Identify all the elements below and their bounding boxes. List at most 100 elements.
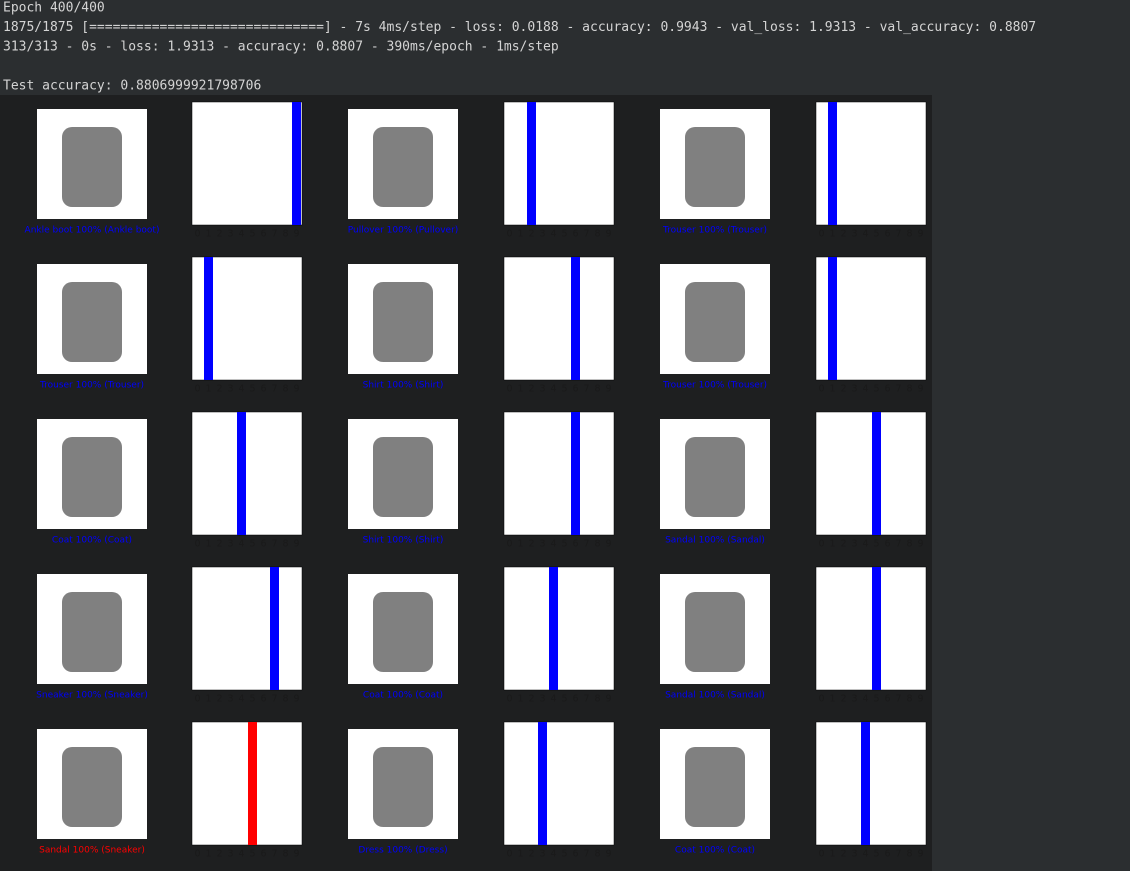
x-tick-label: 5	[249, 229, 255, 240]
x-tick-label: 3	[539, 229, 545, 240]
x-tick-label: 3	[227, 694, 233, 705]
chart-frame	[503, 101, 615, 226]
image-caption: Sneaker 100% (Sneaker)	[36, 691, 148, 701]
chart-frame	[191, 411, 303, 536]
x-tick-label: 2	[216, 384, 222, 395]
x-tick-label: 2	[528, 384, 534, 395]
x-tick-label: 7	[271, 539, 277, 550]
x-tick-label: 1	[517, 229, 523, 240]
x-tick-label: 7	[583, 849, 589, 860]
chart-frame	[191, 721, 303, 846]
image-caption: Coat 100% (Coat)	[675, 846, 755, 856]
image-item	[685, 747, 745, 827]
bar	[292, 102, 301, 225]
x-tick-label: 9	[917, 539, 923, 550]
image-item	[685, 592, 745, 672]
x-tick-label: 0	[818, 849, 824, 860]
x-tick-label: 0	[818, 694, 824, 705]
bar	[872, 412, 881, 535]
x-tick-label: 8	[282, 694, 288, 705]
bar	[527, 102, 536, 225]
x-tick-label: 4	[238, 384, 244, 395]
x-tick-label: 2	[216, 229, 222, 240]
x-tick-label: 6	[884, 849, 890, 860]
image-item	[373, 592, 433, 672]
x-tick-label: 4	[238, 539, 244, 550]
x-tick-label: 1	[205, 539, 211, 550]
x-tick-label: 3	[227, 229, 233, 240]
x-tick-label: 1	[829, 849, 835, 860]
x-tick-label: 8	[282, 384, 288, 395]
x-tick-label: 4	[862, 539, 868, 550]
x-tick-label: 5	[561, 849, 567, 860]
log-line: Epoch 400/400	[3, 1, 105, 16]
x-tick-label: 9	[917, 849, 923, 860]
x-tick-label: 1	[517, 849, 523, 860]
x-tick-label: 7	[895, 229, 901, 240]
x-tick-label: 0	[194, 384, 200, 395]
x-tick-label: 1	[205, 229, 211, 240]
x-tick-label: 7	[583, 694, 589, 705]
x-tick-label: 4	[550, 539, 556, 550]
image-caption: Sandal 100% (Sneaker)	[39, 846, 145, 856]
x-tick-label: 7	[895, 384, 901, 395]
bar	[872, 567, 881, 690]
x-tick-label: 0	[818, 384, 824, 395]
x-tick-label: 3	[539, 384, 545, 395]
x-tick-label: 7	[271, 694, 277, 705]
x-tick-label: 6	[260, 229, 266, 240]
x-tick-label: 4	[550, 229, 556, 240]
x-tick-label: 5	[249, 539, 255, 550]
x-tick-label: 9	[293, 694, 299, 705]
chart-frame	[503, 721, 615, 846]
image-caption: Trouser 100% (Trouser)	[39, 381, 144, 391]
x-tick-label: 6	[572, 539, 578, 550]
x-tick-label: 3	[539, 849, 545, 860]
x-tick-label: 4	[862, 384, 868, 395]
x-tick-label: 6	[572, 849, 578, 860]
chart-frame	[503, 566, 615, 691]
x-tick-label: 1	[517, 694, 523, 705]
x-tick-label: 0	[194, 694, 200, 705]
x-tick-label: 2	[840, 384, 846, 395]
chart-frame	[815, 411, 927, 536]
chart-frame	[503, 256, 615, 381]
x-tick-label: 6	[572, 694, 578, 705]
x-tick-label: 8	[906, 539, 912, 550]
figure-background	[0, 95, 932, 871]
x-tick-label: 0	[506, 229, 512, 240]
image-item	[62, 437, 122, 517]
x-tick-label: 6	[572, 384, 578, 395]
x-tick-label: 7	[271, 384, 277, 395]
x-tick-label: 2	[216, 849, 222, 860]
image-caption: Coat 100% (Coat)	[52, 536, 132, 546]
x-tick-label: 7	[583, 384, 589, 395]
x-tick-label: 9	[917, 384, 923, 395]
x-tick-label: 8	[282, 229, 288, 240]
x-tick-label: 5	[873, 694, 879, 705]
x-tick-label: 1	[517, 384, 523, 395]
x-tick-label: 2	[528, 694, 534, 705]
x-tick-label: 4	[238, 229, 244, 240]
test-accuracy: Test accuracy: 0.8806999921798706	[3, 79, 261, 94]
image-caption: Dress 100% (Dress)	[358, 846, 447, 856]
x-tick-label: 8	[594, 384, 600, 395]
image-caption: Trouser 100% (Trouser)	[662, 226, 767, 236]
x-tick-label: 2	[840, 539, 846, 550]
x-tick-label: 0	[506, 694, 512, 705]
x-tick-label: 1	[205, 384, 211, 395]
x-tick-label: 9	[605, 539, 611, 550]
image-caption: Shirt 100% (Shirt)	[363, 381, 444, 391]
image-item	[373, 282, 433, 362]
x-tick-label: 6	[884, 539, 890, 550]
x-tick-label: 0	[194, 849, 200, 860]
x-tick-label: 5	[561, 384, 567, 395]
x-tick-label: 0	[194, 229, 200, 240]
x-tick-label: 5	[561, 229, 567, 240]
x-tick-label: 5	[873, 539, 879, 550]
x-tick-label: 5	[873, 229, 879, 240]
x-tick-label: 6	[884, 384, 890, 395]
x-tick-label: 8	[282, 539, 288, 550]
x-tick-label: 3	[851, 229, 857, 240]
x-tick-label: 5	[249, 849, 255, 860]
